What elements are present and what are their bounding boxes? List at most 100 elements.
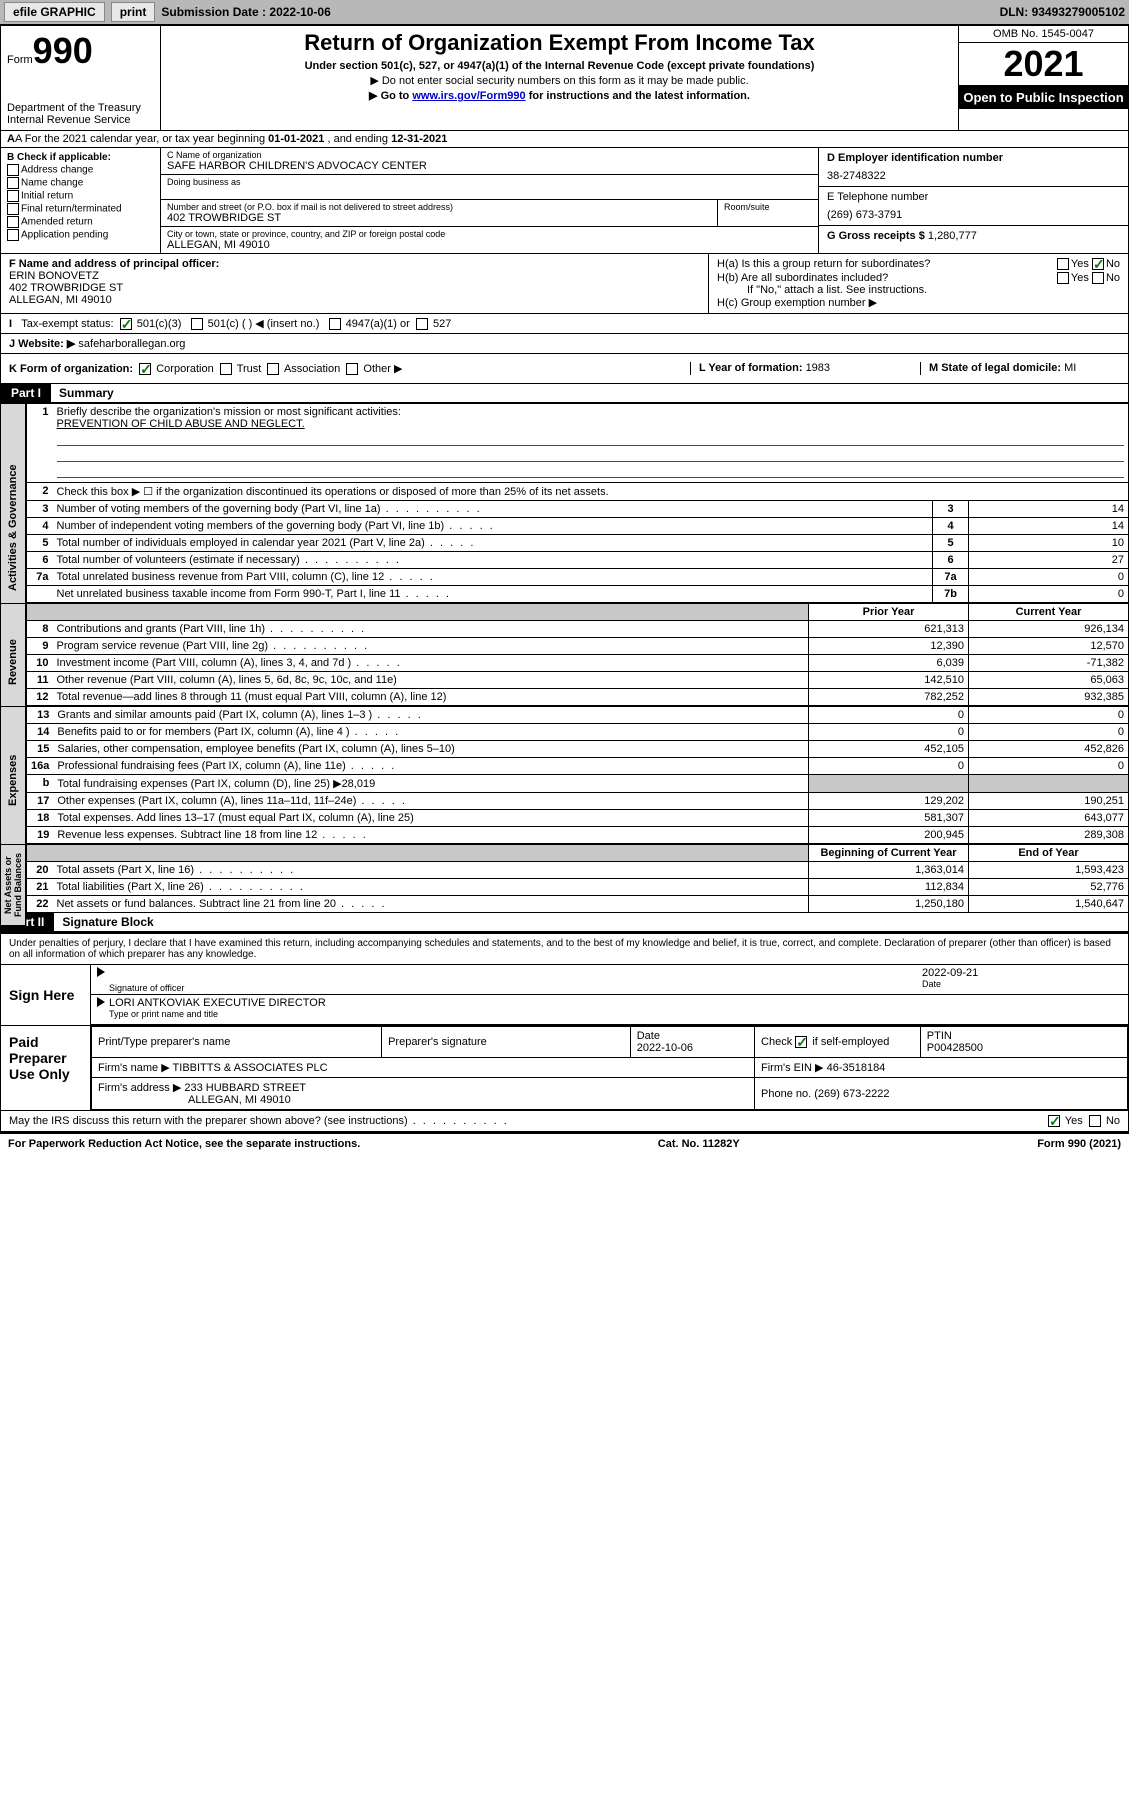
dln: DLN: 93493279005102 xyxy=(1000,5,1125,19)
header-note2: ▶ Go to www.irs.gov/Form990 for instruct… xyxy=(169,89,950,102)
chk-discuss-yes[interactable] xyxy=(1048,1115,1060,1127)
page-footer: For Paperwork Reduction Act Notice, see … xyxy=(0,1133,1129,1154)
chk-ha-no[interactable] xyxy=(1092,258,1104,270)
chk-501c3[interactable] xyxy=(120,318,132,330)
p16a: 0 xyxy=(809,758,969,775)
street-value: 402 TROWBRIDGE ST xyxy=(167,212,711,224)
hb-note: If "No," attach a list. See instructions… xyxy=(717,284,1120,296)
line3: Number of voting members of the governin… xyxy=(57,503,482,515)
p9: 12,390 xyxy=(809,638,969,655)
self-emp: Check if self-employed xyxy=(761,1036,914,1048)
lbl-501c: 501(c) ( ) ◀ (insert no.) xyxy=(208,318,320,330)
dba-label: Doing business as xyxy=(167,177,812,187)
chk-app-pending[interactable] xyxy=(7,229,19,241)
form-title: Return of Organization Exempt From Incom… xyxy=(169,30,950,56)
lbl-4947: 4947(a)(1) or xyxy=(346,318,410,330)
officer-name: ERIN BONOVETZ xyxy=(9,270,700,282)
part2-title: Signature Block xyxy=(54,913,161,931)
line7a: Total unrelated business revenue from Pa… xyxy=(57,571,435,583)
v7b: 0 xyxy=(969,586,1129,603)
irs-link[interactable]: www.irs.gov/Form990 xyxy=(412,90,525,102)
year-formation-value: 1983 xyxy=(806,362,830,374)
c21: 52,776 xyxy=(969,879,1129,896)
lbl-no3: No xyxy=(1106,1115,1120,1127)
c15: 452,826 xyxy=(969,741,1129,758)
chk-hb-yes[interactable] xyxy=(1057,272,1069,284)
p19: 200,945 xyxy=(809,827,969,844)
chk-501c[interactable] xyxy=(191,318,203,330)
tax-year-end: 12-31-2021 xyxy=(391,133,447,145)
chk-final-return[interactable] xyxy=(7,203,19,215)
sig-officer-label: Signature of officer xyxy=(109,983,922,993)
dept-treasury: Department of the Treasury xyxy=(7,102,154,114)
chk-self-emp[interactable] xyxy=(795,1036,807,1048)
chk-name-change[interactable] xyxy=(7,177,19,189)
prep-date: 2022-10-06 xyxy=(637,1042,748,1054)
org-name: SAFE HARBOR CHILDREN'S ADVOCACY CENTER xyxy=(167,160,812,172)
prep-name-label: Print/Type preparer's name xyxy=(98,1036,375,1048)
form-org-label: K Form of organization: xyxy=(9,363,133,375)
chk-4947[interactable] xyxy=(329,318,341,330)
line8: Contributions and grants (Part VIII, lin… xyxy=(57,623,367,635)
chk-assoc[interactable] xyxy=(267,363,279,375)
firm-phone: (269) 673-2222 xyxy=(814,1088,889,1100)
line14: Benefits paid to or for members (Part IX… xyxy=(57,726,400,738)
chk-amended[interactable] xyxy=(7,216,19,228)
lbl-yes2: Yes xyxy=(1071,272,1089,284)
section-expenses: Expenses 13Grants and similar amounts pa… xyxy=(0,706,1129,844)
chk-discuss-no[interactable] xyxy=(1089,1115,1101,1127)
paid-preparer-label: Paid Preparer Use Only xyxy=(1,1026,91,1110)
p15: 452,105 xyxy=(809,741,969,758)
row-f-h: F Name and address of principal officer:… xyxy=(0,254,1129,314)
chk-address-change[interactable] xyxy=(7,164,19,176)
chk-527[interactable] xyxy=(416,318,428,330)
chk-initial-return[interactable] xyxy=(7,190,19,202)
line1-value: PREVENTION OF CHILD ABUSE AND NEGLECT. xyxy=(57,418,305,430)
officer-name-title: LORI ANTKOVIAK EXECUTIVE DIRECTOR xyxy=(109,997,326,1009)
ein-label: D Employer identification number xyxy=(827,152,1003,164)
p10: 6,039 xyxy=(809,655,969,672)
p12: 782,252 xyxy=(809,689,969,706)
v3: 14 xyxy=(969,501,1129,518)
state-domicile-label: M State of legal domicile: xyxy=(929,362,1064,374)
p14: 0 xyxy=(809,724,969,741)
note2-pre: ▶ Go to xyxy=(369,90,412,102)
table-governance: 1 Briefly describe the organization's mi… xyxy=(26,403,1129,603)
arrow-icon xyxy=(97,997,105,1007)
line21: Total liabilities (Part X, line 26) xyxy=(57,881,305,893)
name-title-label: Type or print name and title xyxy=(109,1009,326,1019)
lbl-other: Other ▶ xyxy=(363,363,402,375)
footer-form-pre: Form xyxy=(1037,1138,1068,1150)
header-note1: ▶ Do not enter social security numbers o… xyxy=(169,74,950,87)
firm-phone-label: Phone no. xyxy=(761,1088,814,1100)
lbl-app-pending: Application pending xyxy=(21,230,108,241)
c9: 12,570 xyxy=(969,638,1129,655)
submission-date: 2022-10-06 xyxy=(269,5,330,19)
dln-label: DLN: xyxy=(1000,5,1032,19)
form-word: Form xyxy=(7,54,33,66)
part2-header: Part II Signature Block xyxy=(0,913,1129,932)
prep-date-label: Date xyxy=(637,1030,748,1042)
p11: 142,510 xyxy=(809,672,969,689)
lbl-amended: Amended return xyxy=(21,217,93,228)
form-subtitle: Under section 501(c), 527, or 4947(a)(1)… xyxy=(169,60,950,72)
lbl-initial-return: Initial return xyxy=(21,191,73,202)
chk-corp[interactable] xyxy=(139,363,151,375)
phone-label: E Telephone number xyxy=(827,191,1120,203)
row-a-tax-year: AA For the 2021 calendar year, or tax ye… xyxy=(0,131,1129,148)
chk-trust[interactable] xyxy=(220,363,232,375)
lbl-final-return: Final return/terminated xyxy=(21,204,122,215)
row-a-pre: A For the 2021 calendar year, or tax yea… xyxy=(15,133,268,145)
sig-date: 2022-09-21 xyxy=(922,967,1122,979)
col-b-checkboxes: B Check if applicable: Address change Na… xyxy=(1,148,161,253)
chk-hb-no[interactable] xyxy=(1092,272,1104,284)
efile-button[interactable]: efile GRAPHIC xyxy=(4,2,105,22)
chk-ha-yes[interactable] xyxy=(1057,258,1069,270)
tax-year: 2021 xyxy=(959,43,1128,86)
chk-other[interactable] xyxy=(346,363,358,375)
gross-value: 1,280,777 xyxy=(928,230,977,242)
section-revenue: Revenue Prior YearCurrent Year 8Contribu… xyxy=(0,603,1129,706)
open-to-public: Open to Public Inspection xyxy=(959,86,1128,109)
footer-pra: For Paperwork Reduction Act Notice, see … xyxy=(8,1138,360,1150)
print-button[interactable]: print xyxy=(111,2,156,22)
